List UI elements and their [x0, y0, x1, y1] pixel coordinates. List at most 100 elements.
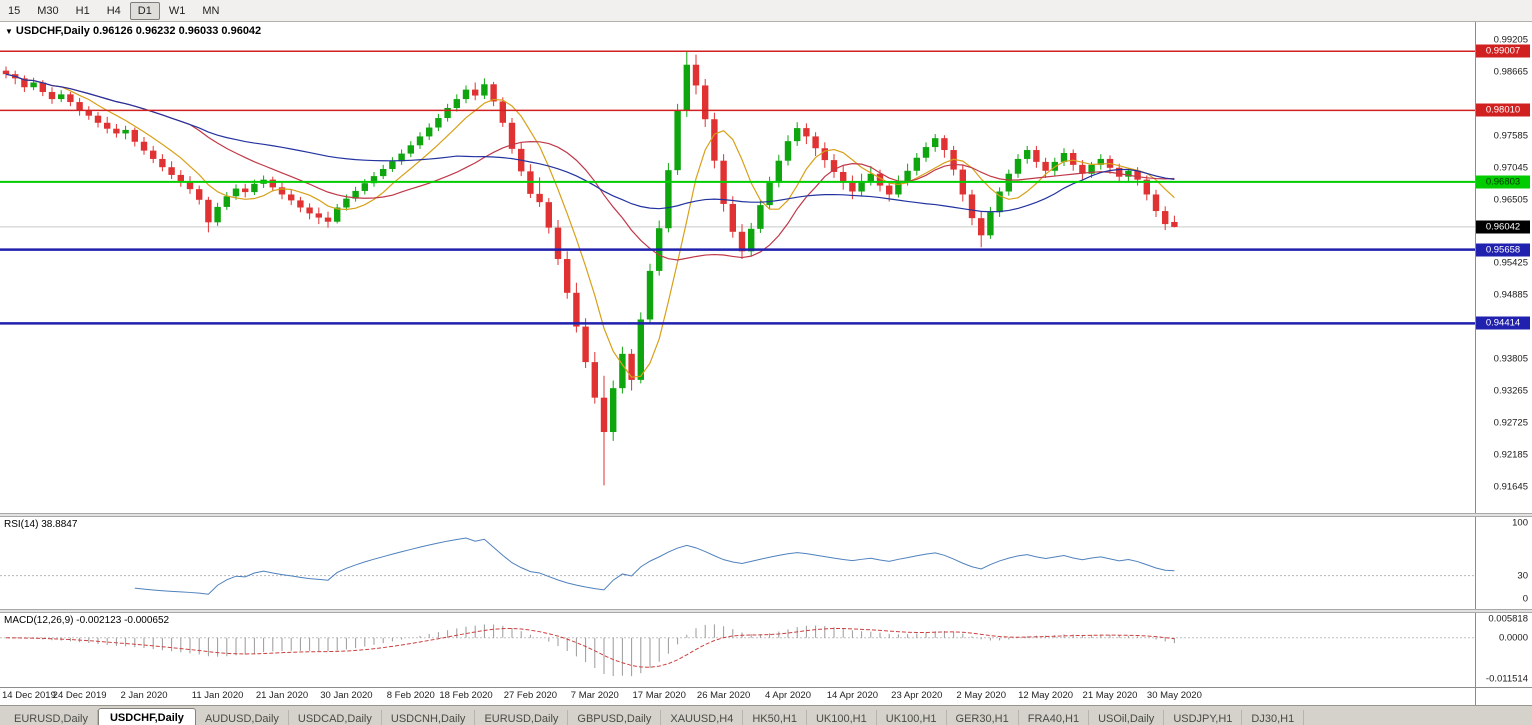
- price-tick-label: 0.91645: [1493, 481, 1528, 493]
- time-tick-label: 7 Mar 2020: [570, 690, 619, 701]
- chart-tab-gbpusd-daily[interactable]: GBPUSD,Daily: [568, 710, 662, 725]
- pane-divider-macd[interactable]: [0, 609, 1532, 613]
- macd-label: MACD(12,26,9) -0.002123 -0.000652: [4, 615, 169, 626]
- chart-symbol-label: USDCHF,Daily: [15, 25, 90, 37]
- price-tag-0.99007: 0.99007: [1476, 44, 1530, 58]
- macd-tick-label: -0.011514: [1485, 673, 1528, 685]
- rsi-pane-row: RSI(14) 38.8847 100 30 0: [0, 517, 1532, 609]
- time-tick-label: 14 Dec 2019: [2, 690, 56, 701]
- rsi-tick-label: 100: [1512, 517, 1528, 529]
- chart-title: ▼ USDCHF,Daily 0.96126 0.96232 0.96033 0.…: [5, 25, 261, 37]
- macd-pane-row: MACD(12,26,9) -0.002123 -0.000652 0.0058…: [0, 613, 1532, 687]
- time-tick-label: 2 Jan 2020: [120, 690, 168, 701]
- chart-tab-ger30-h1[interactable]: GER30,H1: [947, 710, 1019, 725]
- macd-signal-line: [5, 627, 1175, 668]
- rsi-label: RSI(14) 38.8847: [4, 519, 77, 530]
- price-tick-label: 0.98665: [1493, 66, 1528, 78]
- price-tick-label: 0.93805: [1493, 353, 1528, 365]
- time-tick-label: 21 Jan 2020: [255, 690, 309, 701]
- price-tag-0.96803: 0.96803: [1476, 175, 1530, 189]
- moving-average-7: [5, 73, 1175, 378]
- time-tick-label: 11 Jan 2020: [191, 690, 244, 701]
- chart-tab-hk50-h1[interactable]: HK50,H1: [743, 710, 807, 725]
- time-tick-label: 18 Feb 2020: [439, 690, 493, 701]
- macd-tick-label: 0.005818: [1488, 613, 1528, 625]
- timeframe-button-mn[interactable]: MN: [202, 4, 220, 17]
- macd-values: -0.002123 -0.000652: [76, 615, 170, 626]
- price-tick-label: 0.97585: [1493, 130, 1528, 142]
- time-tick-label: 4 Apr 2020: [765, 690, 811, 701]
- time-tick-label: 30 May 2020: [1146, 690, 1202, 701]
- rsi-title: RSI(14): [4, 519, 39, 530]
- chart-tab-usdcnh-daily[interactable]: USDCNH,Daily: [382, 710, 476, 725]
- time-tick-label: 8 Feb 2020: [386, 690, 435, 701]
- price-tick-label: 0.96505: [1493, 194, 1528, 205]
- rsi-plot[interactable]: RSI(14) 38.8847: [0, 517, 1475, 609]
- chart-ohlc-values: 0.96126 0.96232 0.96033 0.96042: [92, 25, 262, 37]
- time-tick-label: 30 Jan 2020: [320, 690, 373, 701]
- macd-plot[interactable]: MACD(12,26,9) -0.002123 -0.000652: [0, 613, 1475, 687]
- pane-divider-rsi[interactable]: [0, 513, 1532, 517]
- macd-histogram: [14, 624, 1175, 677]
- price-tick-label: 0.94885: [1493, 289, 1528, 301]
- time-tick-label: 21 May 2020: [1082, 690, 1138, 701]
- chart-tab-dj30-h1[interactable]: DJ30,H1: [1242, 710, 1305, 725]
- macd-tick-label: 0.0000: [1498, 632, 1528, 644]
- rsi-axis[interactable]: 100 30 0: [1475, 517, 1532, 609]
- price-tag-0.94414: 0.94414: [1476, 316, 1530, 330]
- time-tick-label: 24 Dec 2019: [52, 690, 107, 701]
- chart-tab-eurusd-daily[interactable]: EURUSD,Daily: [475, 710, 569, 725]
- chart-dropdown-icon[interactable]: ▼: [5, 27, 13, 36]
- time-tick-label: 17 Mar 2020: [632, 690, 686, 701]
- rsi-value: 38.8847: [41, 519, 78, 530]
- timeframe-button-15[interactable]: 15: [8, 4, 21, 17]
- main-chart-plot[interactable]: ▼ USDCHF,Daily 0.96126 0.96232 0.96033 0.…: [0, 22, 1475, 513]
- time-tick-label: 12 May 2020: [1018, 690, 1074, 701]
- price-tag-0.98010: 0.98010: [1476, 103, 1530, 117]
- timeframe-button-h1[interactable]: H1: [75, 4, 90, 17]
- chart-tab-usdcad-daily[interactable]: USDCAD,Daily: [289, 710, 382, 725]
- macd-title: MACD(12,26,9): [4, 615, 74, 626]
- price-tick-label: 0.92185: [1493, 449, 1528, 461]
- timeframe-toolbar: 15 M30 H1 H4 D1 W1 MN: [0, 0, 1532, 22]
- timeframe-button-w1[interactable]: W1: [168, 4, 186, 17]
- chart-tab-xauusd-h4[interactable]: XAUUSD,H4: [661, 710, 744, 725]
- timeframe-button-d1[interactable]: D1: [129, 1, 160, 20]
- price-tick-label: 0.97045: [1493, 162, 1528, 173]
- moving-average-50: [5, 73, 1175, 213]
- timeframe-button-h4[interactable]: H4: [106, 4, 121, 17]
- time-tick-label: 2 May 2020: [956, 690, 1007, 701]
- time-tick-label: 26 Mar 2020: [696, 690, 751, 701]
- main-chart-svg[interactable]: [0, 22, 1475, 508]
- chart-tab-uk100-h1[interactable]: UK100,H1: [807, 710, 877, 725]
- chart-tab-usdchf-daily[interactable]: USDCHF,Daily: [97, 708, 196, 725]
- timeframe-button-m30[interactable]: M30: [37, 4, 59, 17]
- price-axis[interactable]: 0.99205 0.98665 0.97585 0.97045 0.96505 0.954…: [1475, 22, 1532, 513]
- candles-series: [2, 51, 1178, 486]
- moving-average-21: [5, 73, 1175, 261]
- rsi-line: [134, 537, 1175, 595]
- price-tag-0.96042: 0.96042: [1476, 220, 1530, 234]
- main-pane-row: ▼ USDCHF,Daily 0.96126 0.96232 0.96033 0.…: [0, 22, 1532, 513]
- time-axis-corner: [1475, 687, 1532, 705]
- price-tick-label: 0.99205: [1493, 34, 1528, 46]
- chart-window: ▼ USDCHF,Daily 0.96126 0.96232 0.96033 0.…: [0, 22, 1532, 705]
- chart-tab-usoil-daily[interactable]: USOil,Daily: [1089, 710, 1165, 725]
- chart-tab-eurusd-daily[interactable]: EURUSD,Daily: [5, 710, 98, 725]
- chart-tab-usdjpy-h1[interactable]: USDJPY,H1: [1164, 710, 1243, 725]
- chart-tab-uk100-h1[interactable]: UK100,H1: [877, 710, 947, 725]
- macd-svg[interactable]: [0, 613, 1475, 687]
- time-tick-label: 23 Apr 2020: [891, 690, 943, 701]
- chart-tab-audusd-daily[interactable]: AUDUSD,Daily: [196, 710, 289, 725]
- chart-tab-fra40-h1[interactable]: FRA40,H1: [1019, 710, 1090, 725]
- price-tick-label: 0.95425: [1493, 257, 1528, 269]
- time-axis[interactable]: 14 Dec 2019 24 Dec 2019 2 Jan 2020 11 Jan 2…: [0, 687, 1475, 705]
- time-tick-label: 27 Feb 2020: [503, 690, 558, 701]
- price-tag-0.95658: 0.95658: [1476, 243, 1530, 257]
- time-tick-label: 14 Apr 2020: [826, 690, 879, 701]
- rsi-svg[interactable]: [0, 517, 1475, 609]
- price-tick-label: 0.93265: [1493, 385, 1528, 397]
- chart-tabs-bar: EURUSD,Daily USDCHF,Daily AUDUSD,Daily USDC…: [0, 705, 1532, 725]
- macd-axis[interactable]: 0.005818 0.0000 -0.011514: [1475, 613, 1532, 687]
